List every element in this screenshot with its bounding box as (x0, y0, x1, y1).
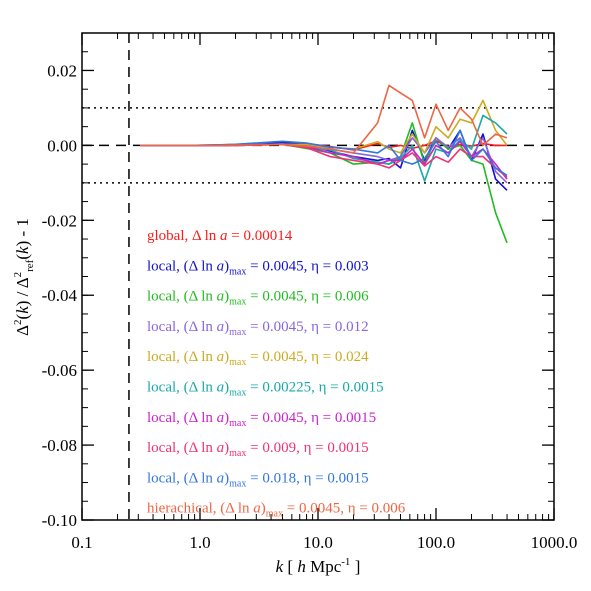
legend-label-1: local, (Δ ln a)max = 0.0045, η = 0.003 (147, 258, 369, 277)
y-tick-label: 0.02 (47, 61, 77, 80)
series-line-1 (140, 129, 508, 191)
y-axis-label: Δ2(k) / Δ2ref(k) - 1 (12, 218, 36, 336)
y-tick-label: -0.02 (42, 211, 77, 230)
series-line-8 (140, 129, 508, 177)
legend-label-5: local, (Δ ln a)max = 0.00225, η = 0.0015 (147, 380, 384, 399)
y-tick-label: -0.08 (42, 436, 77, 455)
y-tick-label: -0.10 (42, 511, 77, 530)
series-lines (140, 84, 508, 244)
legend-label-9: hierachical, (Δ ln a)max = 0.0045, η = 0… (147, 501, 406, 520)
x-tick-label: 100.0 (417, 533, 455, 552)
x-tick-label: 10.0 (303, 533, 333, 552)
y-tick-label: 0.00 (47, 136, 77, 155)
x-tick-label: 1.0 (189, 533, 210, 552)
legend-label-0: global, Δ ln a = 0.00014 (147, 228, 293, 244)
series-line-9 (140, 84, 508, 154)
legend-label-3: local, (Δ ln a)max = 0.0045, η = 0.012 (147, 319, 369, 338)
x-tick-label: 0.1 (71, 533, 92, 552)
y-tick-label: -0.06 (42, 361, 77, 380)
x-tick-label: 1000.0 (531, 533, 578, 552)
legend-label-2: local, (Δ ln a)max = 0.0045, η = 0.006 (147, 289, 369, 308)
legend-label-4: local, (Δ ln a)max = 0.0045, η = 0.024 (147, 349, 369, 368)
y-tick-label: -0.04 (42, 286, 78, 305)
legend-label-7: local, (Δ ln a)max = 0.009, η = 0.0015 (147, 440, 369, 459)
x-axis-label: k [ h Mpc-1 ] (276, 556, 361, 576)
ticks: 0.1 1.0 10.0 100.0 1000.0 0.02 0.00 -0.02 -0.04 -… (42, 32, 578, 552)
legend-label-6: local, (Δ ln a)max = 0.0045, η = 0.0015 (147, 410, 376, 429)
legend-label-8: local, (Δ ln a)max = 0.018, η = 0.0015 (147, 470, 369, 489)
legend: global, Δ ln a = 0.00014 local, (Δ ln a)m… (147, 228, 406, 520)
